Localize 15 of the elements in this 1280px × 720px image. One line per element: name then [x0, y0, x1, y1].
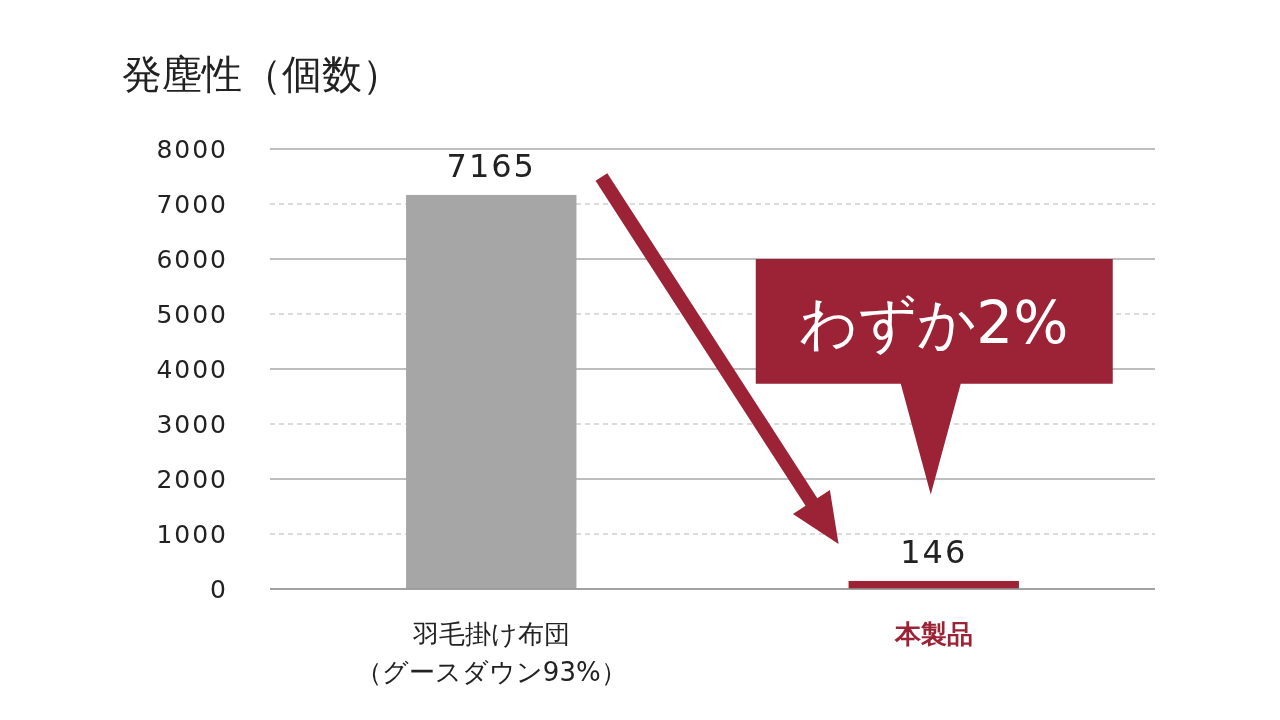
data-label: 7165	[446, 146, 536, 185]
y-tick-label: 8000	[156, 135, 228, 164]
chart-title: 発塵性（個数）	[122, 51, 402, 97]
y-tick-label: 2000	[156, 465, 228, 494]
y-tick-label: 1000	[156, 520, 228, 549]
annotation: わずか2%	[799, 289, 1069, 358]
x-tick-label: 本製品	[893, 619, 973, 649]
data-label: 146	[900, 532, 968, 571]
y-tick-label: 0	[210, 575, 228, 604]
x-tick-label: 羽毛掛け布団（グースダウン93%）	[355, 619, 627, 687]
y-tick-label: 6000	[156, 245, 228, 274]
y-tick-label: 4000	[156, 355, 228, 384]
y-tick-label: 3000	[156, 410, 228, 439]
y-tick-label: 5000	[156, 300, 228, 329]
y-tick-label: 7000	[156, 190, 228, 219]
